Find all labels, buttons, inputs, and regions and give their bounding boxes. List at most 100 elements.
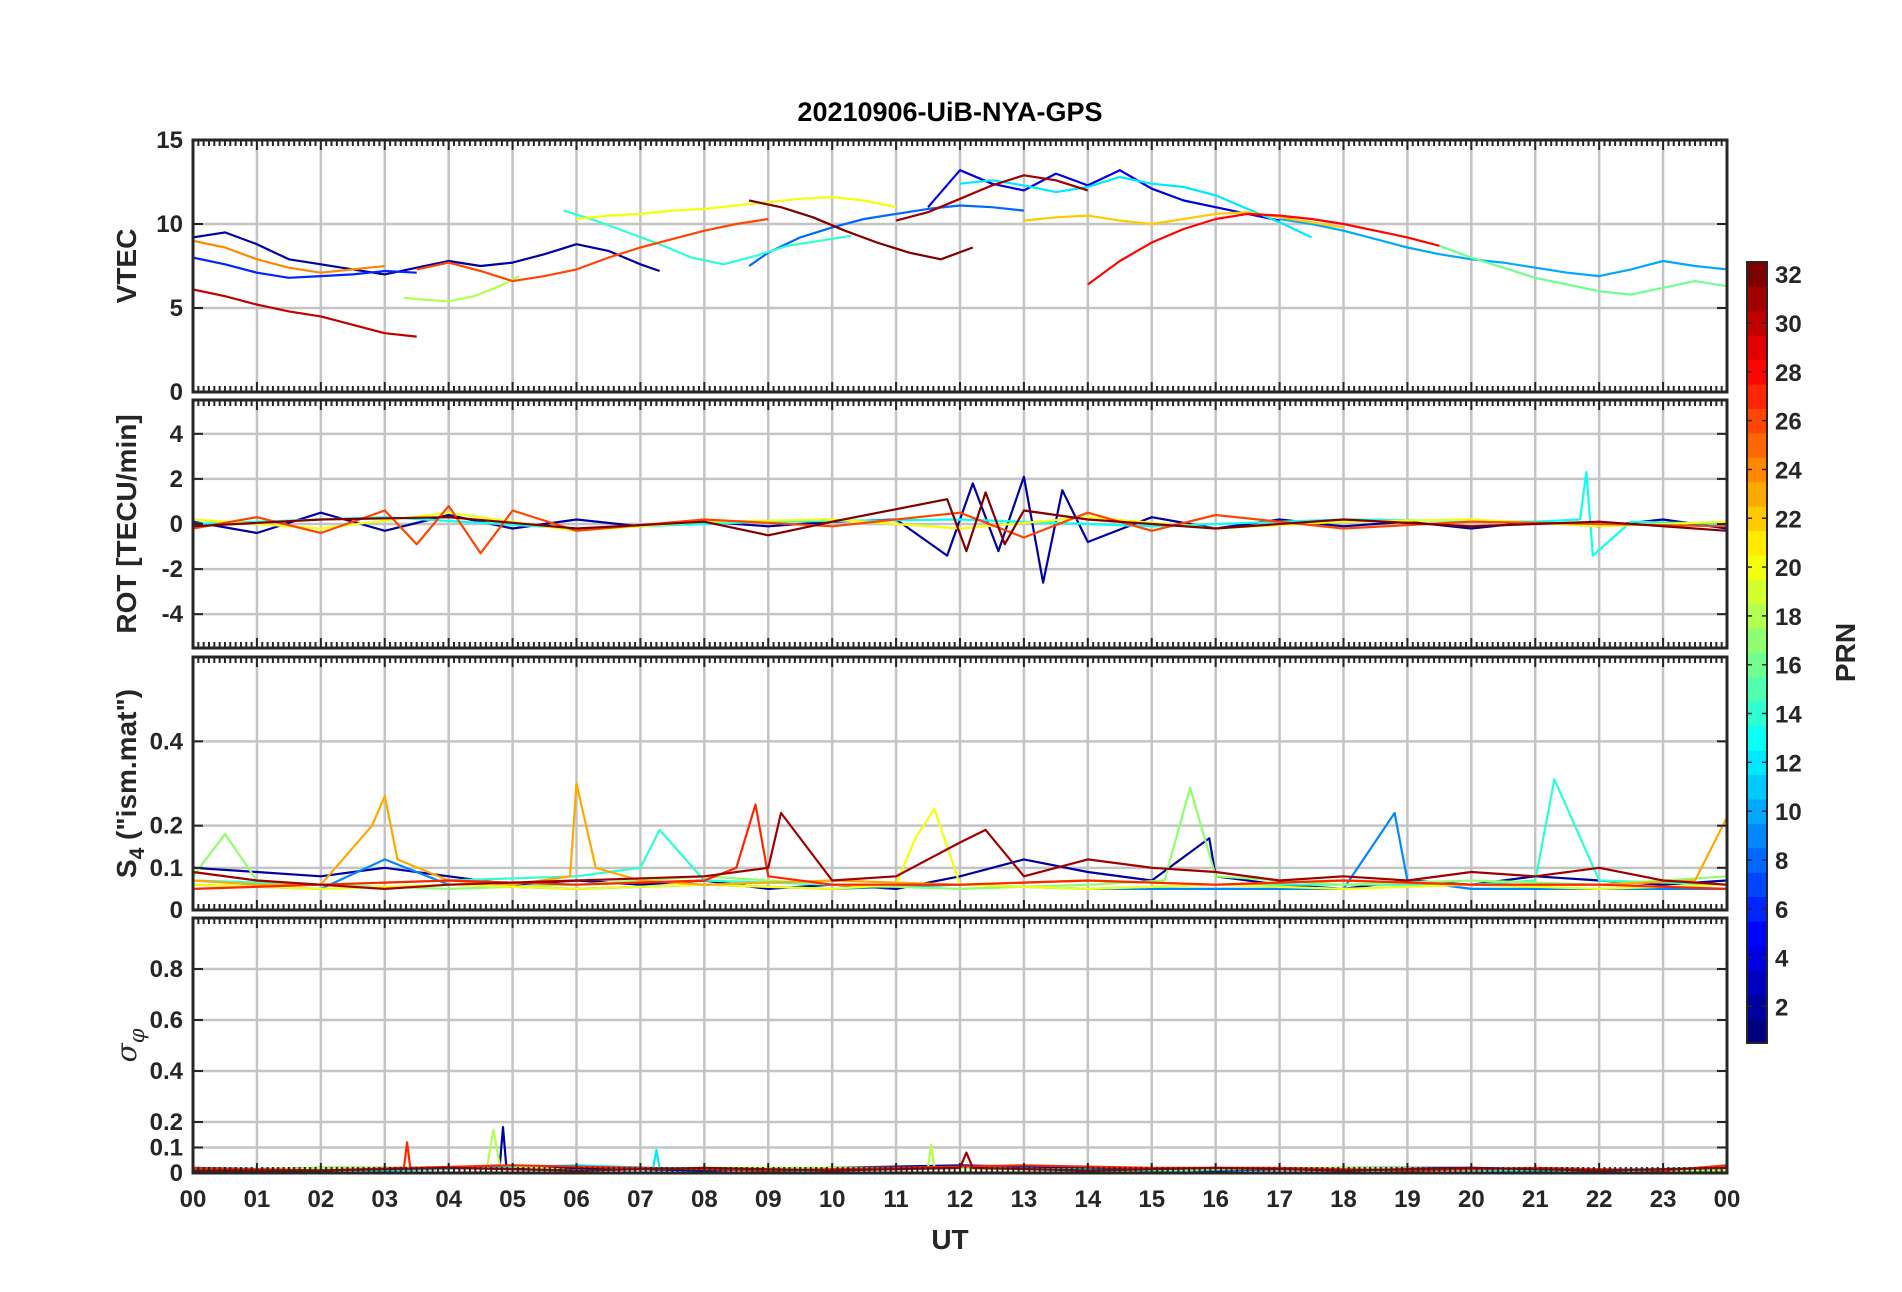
- x-tick-label: 14: [1074, 1186, 1101, 1213]
- x-tick-label: 10: [819, 1186, 846, 1213]
- colorbar-segment: [1747, 676, 1767, 702]
- colorbar-segment: [1747, 628, 1767, 653]
- y-tick-label: 0.4: [150, 1058, 184, 1085]
- series-line-prn-28: [1087, 212, 1440, 286]
- x-tick-label: 18: [1330, 1186, 1357, 1213]
- y-axis-label-subscript: φ: [125, 1028, 149, 1043]
- colorbar-segment: [1747, 310, 1767, 336]
- colorbar-tick-label: 12: [1775, 750, 1802, 777]
- y-axis-label-symbol: S: [111, 859, 142, 878]
- colorbar-tick-label: 10: [1775, 799, 1802, 826]
- panel-rot: -4 -2 0 2 4 ROT [TECU/min]: [111, 398, 1729, 650]
- y-tick-label: 0: [170, 511, 183, 538]
- y-tick-label: 2: [170, 466, 183, 493]
- series-line-prn-32: [748, 199, 974, 261]
- x-tick-label: 20: [1458, 1186, 1485, 1213]
- series-line-prn-31: [193, 811, 1727, 891]
- colorbar-segment: [1747, 530, 1767, 556]
- colorbar-segment: [1747, 506, 1767, 531]
- colorbar-tick-label: 18: [1775, 604, 1802, 631]
- y-tick-label: 0.8: [150, 956, 183, 983]
- series-line-prn-2: [193, 231, 660, 276]
- series-line-prn-16: [1439, 244, 1727, 296]
- x-tick-label: 16: [1202, 1186, 1229, 1213]
- colorbar-segment: [1747, 554, 1767, 580]
- y-tick-label: 0: [170, 379, 183, 406]
- colorbar-segment: [1747, 847, 1767, 873]
- colorbar-tick-label: 8: [1775, 848, 1788, 875]
- panel-sigma_phi: 00.10.2 0.4 0.6 0.8 σφ: [110, 916, 1729, 1187]
- colorbar-segment: [1747, 286, 1767, 312]
- y-tick-label: -2: [162, 556, 183, 583]
- colorbar-segment: [1747, 945, 1767, 971]
- series-group: [193, 169, 1727, 338]
- series-line-prn-26: [416, 217, 769, 283]
- colorbar-tick-label: 22: [1775, 506, 1802, 533]
- y-axis-label-subscript: 4: [126, 847, 149, 859]
- colorbar-tick-label: 32: [1775, 262, 1802, 289]
- colorbar-label: PRN: [1830, 623, 1861, 682]
- colorbar-segment: [1747, 872, 1767, 898]
- colorbar-segment: [1747, 432, 1767, 458]
- y-tick-label: 0.2: [150, 813, 183, 840]
- chart-title: 20210906-UiB-NYA-GPS: [797, 97, 1102, 127]
- series-line-prn-31: [895, 174, 1089, 222]
- tick-marks: [192, 657, 1728, 911]
- colorbar-segment: [1747, 579, 1767, 605]
- x-tick-label: 19: [1394, 1186, 1421, 1213]
- x-tick-label: 01: [244, 1186, 271, 1213]
- colorbar-tick-label: 24: [1775, 457, 1802, 484]
- series-line-prn-32: [193, 491, 1727, 553]
- y-axis-label-vtec: VTEC: [111, 229, 142, 304]
- colorbar-segment: [1747, 262, 1767, 287]
- y-axis-label-symbol: σ: [110, 1042, 143, 1062]
- series-line-prn-10: [1279, 217, 1727, 278]
- x-tick-label: 23: [1650, 1186, 1677, 1213]
- x-tick-label: 02: [307, 1186, 334, 1213]
- y-axis-label-sigma_phi: σφ: [110, 1028, 149, 1062]
- series-line-prn-20: [576, 196, 897, 221]
- series-group: [193, 778, 1727, 891]
- colorbar-segment: [1747, 408, 1767, 434]
- y-tick-label: 10: [156, 211, 183, 238]
- colorbar-frame: [1746, 261, 1768, 1044]
- colorbar-tick-label: 28: [1775, 360, 1802, 387]
- colorbar-tick-label: 16: [1775, 653, 1802, 680]
- y-tick-label: 0.1: [150, 1135, 183, 1162]
- colorbar-segment: [1747, 823, 1767, 849]
- series-line-prn-30: [193, 288, 417, 338]
- colorbar-segment: [1747, 994, 1767, 1020]
- colorbar-tick-label: 20: [1775, 555, 1802, 582]
- y-tick-label: 0: [170, 1160, 183, 1187]
- colorbar-segment: [1747, 1018, 1767, 1044]
- tick-marks: [192, 139, 1728, 393]
- y-tick-label: 0.1: [150, 855, 183, 882]
- colorbar-tick-label: 6: [1775, 897, 1788, 924]
- tick-marks: [192, 918, 1728, 1174]
- x-tick-label: 22: [1586, 1186, 1613, 1213]
- colorbar-segment: [1747, 725, 1767, 751]
- colorbar-segment: [1747, 798, 1767, 824]
- x-tick-label: 13: [1011, 1186, 1038, 1213]
- colorbar-segment: [1747, 701, 1767, 727]
- series-line-prn-26: [193, 504, 1727, 555]
- colorbar-tick-label: 26: [1775, 409, 1802, 436]
- x-tick-label: 00: [180, 1186, 207, 1213]
- panel-vtec: 0 5 10 15 VTEC: [111, 127, 1729, 406]
- x-tick-label: 07: [627, 1186, 654, 1213]
- x-tick-label: 00: [1714, 1186, 1741, 1213]
- colorbar-segment: [1747, 652, 1767, 678]
- x-tick-label: 06: [563, 1186, 590, 1213]
- series-line-prn-6: [193, 256, 417, 279]
- x-tick-label: 12: [947, 1186, 974, 1213]
- colorbar-segment: [1747, 920, 1767, 946]
- series-line-prn-20: [193, 807, 1727, 891]
- x-tick-label: 09: [755, 1186, 782, 1213]
- x-tick-label: 11: [883, 1186, 908, 1213]
- x-tick-label: 04: [435, 1186, 462, 1213]
- colorbar-segment: [1747, 969, 1767, 995]
- colorbar-segment: [1747, 896, 1767, 922]
